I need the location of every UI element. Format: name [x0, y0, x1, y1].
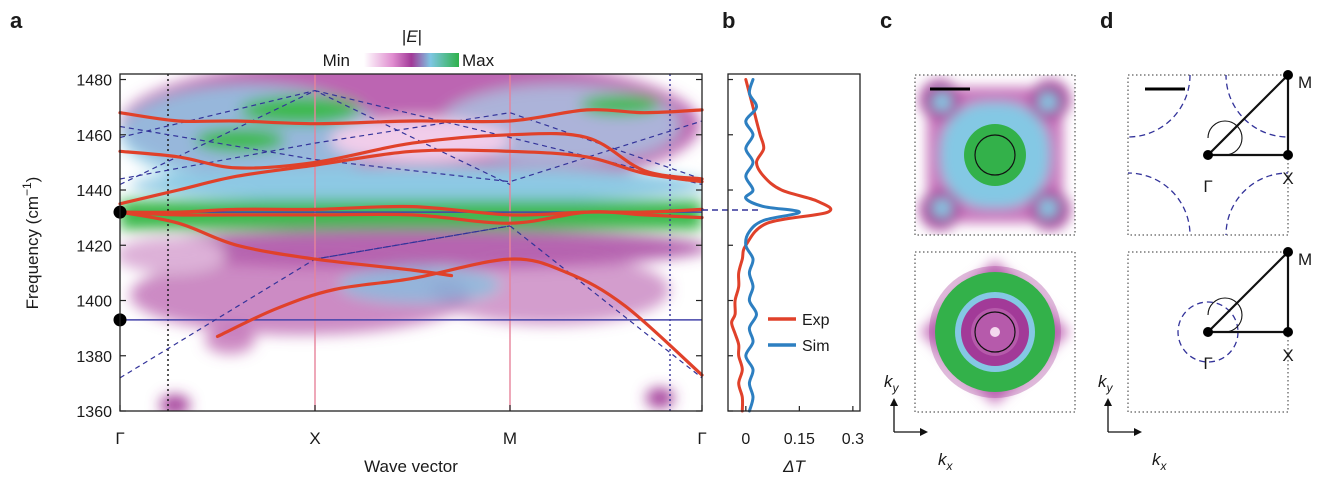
transmission-plot [730, 78, 833, 413]
panel-b-x-ticks: 0 0.15 0.3 [728, 78, 864, 448]
axes-indicator-d: ky kx [1098, 372, 1168, 473]
colorbar-min-label: Min [323, 51, 350, 70]
panel-c: ky kx [884, 74, 1076, 473]
legend-label-sim: Sim [802, 338, 830, 355]
ky-label-c: ky [884, 372, 900, 395]
y-axis-title: Frequency (cm−1) [20, 177, 42, 310]
series-exp [744, 78, 801, 413]
legend-label-exp: Exp [802, 312, 830, 329]
kx-label-c: kx [938, 450, 954, 473]
x-tick-label-3: Γ [697, 429, 706, 448]
gamma-label-top: Γ [1203, 177, 1212, 196]
gamma-point-top [1203, 150, 1213, 160]
m-point-bottom [1283, 247, 1293, 257]
heatmap-background [120, 74, 702, 411]
y-tick-label-0: 1360 [76, 404, 112, 421]
panel-a-frame [119, 73, 703, 412]
brillouin-path-top: Γ X M [1203, 70, 1312, 196]
colorbar: |E| Min Max [323, 27, 495, 70]
b-x-tick-label-2: 0.3 [842, 431, 864, 448]
x-tick-label-2: M [503, 429, 517, 448]
x-label-top: X [1282, 169, 1293, 188]
panel-b: 0 0.15 0.3 Exp Sim ΔT [727, 73, 864, 476]
y-tick-label-4: 1440 [76, 183, 112, 200]
experimental-band-1 [118, 131, 704, 181]
m-point-top [1283, 70, 1293, 80]
colorbar-title: |E| [402, 27, 422, 46]
field-map-top [915, 75, 1075, 235]
b-x-tick-label-0: 0 [741, 431, 750, 448]
x-tick-label-1: X [309, 429, 320, 448]
colorbar-max-label: Max [462, 51, 495, 70]
colorbar-gradient [364, 53, 459, 67]
experimental-band-2 [118, 148, 704, 206]
x-point-top [1283, 150, 1293, 160]
x-label-bottom: X [1282, 346, 1293, 365]
panel-b-x-axis-title: ΔT [782, 457, 806, 476]
panel-a: 1360 1380 1400 1420 1440 1460 1480 Γ X M Γ Freque… [20, 73, 758, 476]
series-sim [730, 78, 833, 413]
m-label-bottom: M [1298, 250, 1312, 269]
panel-d: Γ X M Γ X M ky kx [1098, 70, 1312, 473]
kx-label-d: kx [1152, 450, 1168, 473]
band-structure-plot [113, 89, 704, 379]
gamma-label-bottom: Γ [1203, 354, 1212, 373]
panel-label-d: d [1100, 8, 1113, 33]
experimental-band-0 [118, 108, 704, 126]
y-tick-label-1: 1380 [76, 349, 112, 366]
panel-label-b: b [722, 8, 735, 33]
y-tick-label-5: 1460 [76, 128, 112, 145]
brillouin-path-bottom: Γ X M [1203, 247, 1312, 373]
panel-c-top-frame [914, 74, 1076, 236]
panel-b-frame [727, 73, 861, 412]
simulated-band-4 [314, 225, 703, 379]
m-label-top: M [1298, 73, 1312, 92]
panel-c-bottom-frame [914, 251, 1076, 413]
field-map-bottom [915, 252, 1075, 412]
y-tick-label-6: 1480 [76, 73, 112, 90]
x-point-bottom [1283, 327, 1293, 337]
y-axis-ticks: 1360 1380 1400 1420 1440 1460 1480 [76, 73, 702, 421]
gamma-point-bottom [1203, 327, 1213, 337]
y-tick-label-3: 1420 [76, 238, 112, 255]
axes-indicator-c: ky kx [884, 372, 954, 473]
experimental-band-4 [118, 210, 704, 225]
circle-outline-bottom [974, 311, 1016, 353]
panel-label-a: a [10, 8, 23, 33]
legend: Exp Sim [768, 312, 830, 355]
panel-label-c: c [880, 8, 892, 33]
experimental-band-6 [215, 257, 704, 377]
x-tick-label-0: Γ [115, 429, 124, 448]
b-x-tick-label-1: 0.15 [784, 431, 815, 448]
circle-outline-top [974, 134, 1016, 176]
x-axis-title: Wave vector [364, 457, 458, 476]
ky-label-d: ky [1098, 372, 1114, 395]
y-tick-label-2: 1400 [76, 294, 112, 311]
experimental-band-5 [118, 210, 454, 278]
